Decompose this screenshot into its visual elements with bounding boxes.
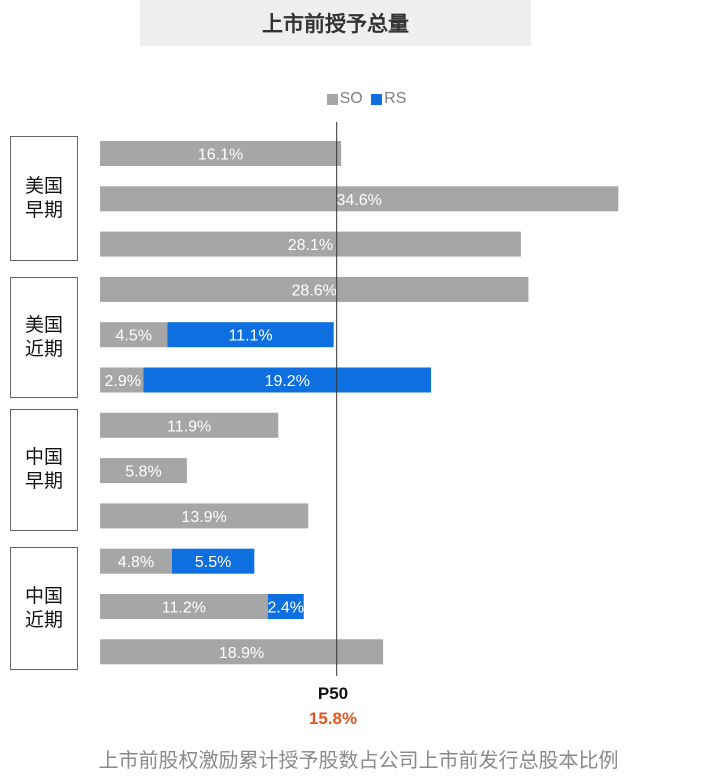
data-label: 16.1% [198, 147, 243, 164]
data-label: 19.2% [265, 373, 310, 390]
chart-caption: 上市前股权激励累计授予股数占公司上市前发行总股本比例 [98, 750, 619, 772]
group-line2: 近期 [24, 609, 63, 631]
data-label: 28.1% [288, 237, 333, 254]
bar-so [100, 594, 268, 619]
bar-rs [167, 322, 334, 348]
group-line2: 近期 [24, 338, 63, 360]
legend-item-rs: RS [371, 90, 406, 108]
data-label: 4.5% [115, 328, 151, 345]
bar-so [100, 367, 144, 393]
group-label-us-recent: 美国 近期 [10, 277, 78, 398]
data-label: 34.6% [336, 192, 381, 209]
chart-title: 上市前授予总量 [140, 0, 531, 46]
data-label: 5.5% [195, 554, 231, 571]
bar-so [100, 231, 521, 257]
legend-label-rs: RS [384, 90, 407, 107]
group-label-cn-early: 中国 早期 [10, 409, 78, 531]
group-line1: 中国 [24, 585, 63, 607]
group-line2: 早期 [24, 471, 63, 492]
data-label: 11.9% [167, 418, 211, 435]
group-line1: 美国 [24, 314, 63, 336]
data-label: 18.9% [219, 645, 264, 662]
bar-so [100, 412, 279, 438]
legend-swatch-so [326, 93, 338, 105]
bar-so [100, 186, 619, 212]
group-line1: 美国 [24, 175, 63, 197]
group-line1: 中国 [24, 447, 63, 468]
data-label: 28.6% [292, 282, 337, 299]
group-line2: 早期 [24, 199, 63, 221]
data-label: 11.2% [162, 600, 206, 617]
bar-rs [171, 548, 255, 574]
p50-value: 15.8% [308, 709, 358, 728]
data-label: 2.4% [268, 600, 304, 617]
bar-so [100, 276, 529, 302]
bar-so [100, 639, 384, 665]
bar-rs [143, 367, 432, 393]
legend-swatch-rs [371, 93, 383, 105]
legend: SO RS [8, 90, 717, 110]
bar-so [100, 548, 172, 574]
data-label: 2.9% [104, 373, 140, 390]
group-label-cn-recent: 中国 近期 [10, 547, 78, 670]
bar-so [100, 141, 342, 166]
data-label: 13.9% [181, 509, 226, 526]
group-label-us-early: 美国 早期 [10, 136, 78, 261]
bar-rs [267, 594, 304, 619]
bar-so [100, 458, 187, 484]
data-label: 5.8% [125, 464, 161, 481]
data-label: 4.8% [118, 554, 154, 571]
legend-item-so: SO [326, 90, 363, 108]
p50-label: P50 [317, 684, 349, 703]
data-label: 11.1% [228, 328, 272, 345]
legend-label-so: SO [339, 90, 363, 107]
bar-so [100, 503, 309, 529]
bar-so [100, 322, 168, 348]
